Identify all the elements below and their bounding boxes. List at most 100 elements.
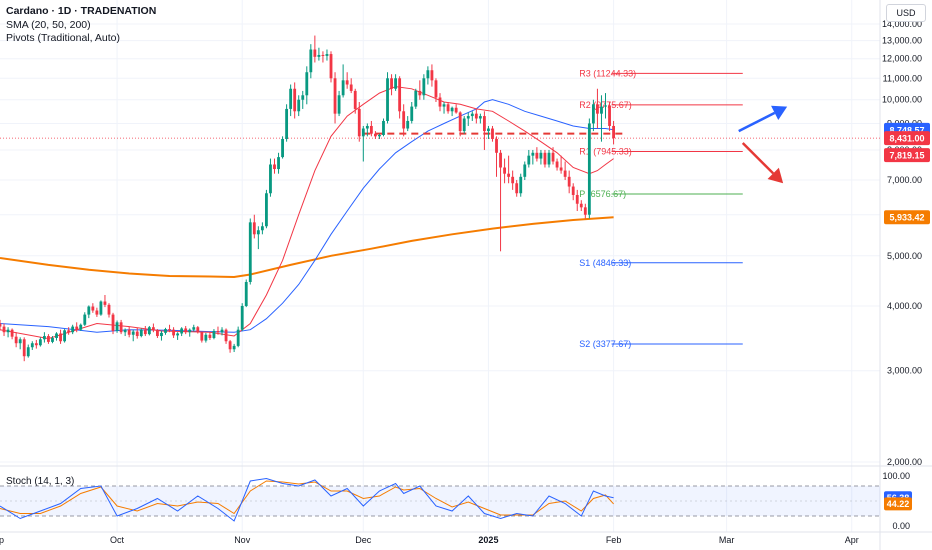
candle-body	[442, 104, 446, 107]
candle-body	[265, 193, 268, 227]
stochastic-pane: 100.0050.000.0056.3844.22	[0, 471, 912, 531]
candle-body	[115, 322, 119, 331]
price-badge-label: 8,748.57	[889, 125, 924, 135]
candle-body	[91, 306, 95, 311]
candle-body	[422, 78, 426, 96]
price-tick-label: 2,000.00	[887, 457, 922, 467]
candle-body	[248, 222, 252, 282]
candle-body	[515, 183, 519, 194]
candle-body	[491, 128, 494, 139]
stoch-tick-label: 0.00	[892, 521, 910, 531]
candle-body	[398, 78, 402, 112]
candle-body	[390, 78, 393, 89]
candle-body	[34, 343, 38, 346]
candle-body	[14, 336, 18, 344]
candle-body	[600, 106, 603, 114]
candle-body	[244, 281, 248, 306]
sma200-line	[0, 216, 614, 279]
candle-body	[551, 152, 555, 162]
candle-body	[571, 186, 575, 195]
candle-body	[575, 194, 579, 204]
candle-body	[333, 78, 337, 114]
candle-body	[107, 304, 111, 315]
candle-body	[535, 152, 539, 159]
stoch-label[interactable]: Stoch (14, 1, 3)	[6, 476, 75, 487]
candle-body	[313, 49, 317, 57]
candle-body	[305, 72, 309, 96]
candle-body	[119, 322, 123, 333]
indicator-pivots-label[interactable]: Pivots (Traditional, Auto)	[6, 32, 120, 44]
candle-body	[26, 347, 30, 357]
candle-body	[317, 54, 321, 57]
candle-body	[184, 328, 188, 333]
candle-body	[462, 118, 466, 132]
currency-button[interactable]: USD	[886, 4, 926, 22]
candle-body	[394, 78, 398, 89]
candle-body	[188, 329, 192, 333]
candle-body	[0, 323, 2, 327]
symbol-title[interactable]: Cardano · 1D · TRADENATION	[6, 5, 157, 17]
candle-body	[297, 99, 301, 112]
price-tick-label: 7,000.00	[887, 175, 922, 185]
candle-body	[176, 333, 180, 336]
candle-body	[135, 331, 139, 337]
price-tick-label: 14,000.00	[882, 19, 922, 29]
price-pane	[0, 35, 880, 362]
candle-body	[168, 329, 171, 331]
candle-body	[438, 97, 442, 107]
candle-body	[256, 230, 260, 235]
candle-body	[55, 333, 58, 338]
candle-body	[357, 108, 361, 137]
candle-body	[523, 164, 527, 177]
candle-body	[612, 125, 615, 139]
candle-body	[111, 314, 115, 331]
candle-body	[99, 301, 103, 315]
time-tick-label: Sep	[0, 535, 4, 545]
candle-body	[139, 329, 143, 337]
price-tick-label: 4,000.00	[887, 301, 922, 311]
candle-body	[527, 155, 531, 165]
pivot-label: S2 (3377.67)	[579, 339, 631, 349]
candle-body	[51, 337, 54, 342]
candle-body	[285, 108, 289, 139]
time-tick-label: Apr	[845, 535, 859, 545]
candle-body	[499, 152, 502, 168]
candle-body	[10, 329, 14, 337]
candle-body	[450, 107, 454, 112]
candle-body	[341, 80, 345, 96]
candle-body	[559, 167, 563, 171]
candle-body	[164, 329, 167, 333]
candle-body	[160, 332, 163, 337]
candle-body	[180, 328, 184, 334]
candle-body	[151, 327, 155, 331]
candle-body	[495, 138, 498, 153]
candle-body	[474, 113, 478, 119]
time-tick-label: Oct	[110, 535, 125, 545]
candle-body	[220, 329, 224, 333]
candle-body	[281, 138, 284, 158]
candle-body	[434, 80, 438, 98]
indicator-sma-label[interactable]: SMA (20, 50, 200)	[6, 19, 91, 31]
candle-body	[369, 125, 373, 134]
time-tick-label: Feb	[606, 535, 622, 545]
candle-body	[426, 70, 430, 79]
candle-body	[543, 152, 547, 165]
stoch-badge-label: 44.22	[887, 499, 910, 509]
candle-body	[277, 157, 280, 170]
candle-body	[22, 339, 26, 357]
candle-body	[511, 176, 515, 184]
candle-body	[59, 333, 62, 342]
candle-body	[458, 112, 462, 132]
candle-body	[172, 329, 175, 336]
stoch-tick-label: 100.00	[882, 471, 910, 481]
candle-body	[478, 116, 482, 119]
time-axis: Sep Oct Nov Dec 2025 Feb Mar Apr	[0, 535, 859, 545]
stoch-badge	[884, 497, 912, 511]
candle-body	[309, 49, 313, 73]
arrow-up-shaft	[738, 111, 776, 133]
pivot-label: S1 (4846.33)	[579, 258, 631, 268]
candle-body	[365, 125, 369, 129]
price-badge-label: 8,431.00	[889, 134, 924, 144]
candle-body	[83, 314, 87, 325]
